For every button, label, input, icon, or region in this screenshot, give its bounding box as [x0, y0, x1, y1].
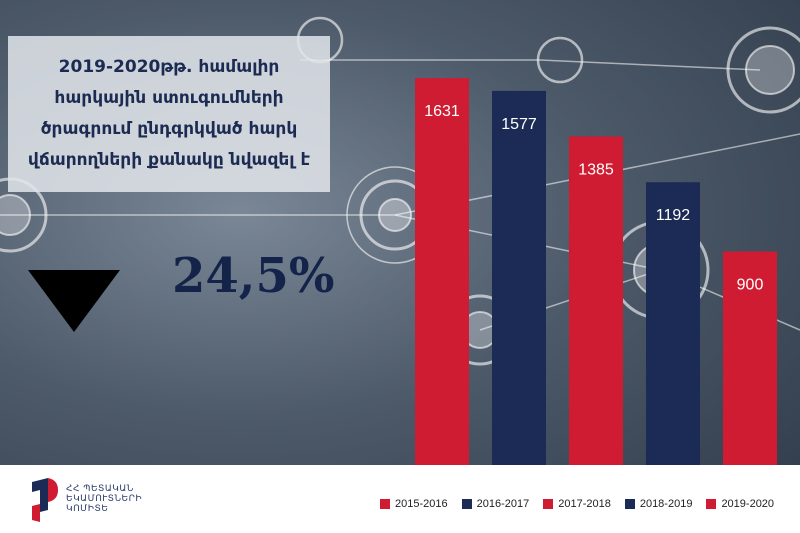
logo-text: ՀՀ ՊԵՏԱԿԱՆ ԵԿԱՄՈՒՏՆԵՐԻ ԿՈՄԻՏԵ [66, 484, 143, 514]
data-label: 1385 [578, 161, 614, 178]
legend-item: 2017-2018 [543, 498, 611, 510]
decrease-percentage: 24,5% [172, 248, 335, 304]
legend-swatch [380, 499, 390, 509]
chart-legend: 2015-2016 2016-2017 2017-2018 2018-2019 2019… [380, 498, 774, 510]
legend-label: 2015-2016 [395, 498, 448, 510]
legend-item: 2019-2020 [706, 498, 774, 510]
data-label: 1631 [424, 103, 460, 120]
bar-2019-2020 [723, 251, 777, 465]
bar-2015-2016 [415, 78, 469, 466]
legend-swatch [543, 499, 554, 509]
legend-swatch [624, 499, 635, 509]
legend-item: 2018-2019 [624, 498, 693, 510]
legend-label: 2016-2017 [476, 498, 530, 510]
data-label: 1577 [501, 116, 537, 133]
src-logo-icon [32, 478, 58, 522]
legend-label: 2018-2019 [639, 498, 693, 510]
legend-swatch [706, 499, 717, 509]
bar-2016-2017 [492, 90, 546, 465]
legend-swatch [461, 499, 472, 509]
bar-2017-2018 [569, 136, 623, 466]
footer-bar [0, 465, 800, 533]
chart-title: 2019-2020թթ. համալիր հարկային ստուգումնե… [27, 57, 311, 170]
legend-item: 2016-2017 [461, 498, 530, 510]
legend-item: 2015-2016 [380, 498, 448, 510]
legend-label: 2019-2020 [721, 498, 775, 510]
legend-label: 2017-2018 [558, 498, 611, 510]
data-label: 900 [737, 277, 764, 294]
title-panel: 2019-2020թթ. համալիր հարկային ստուգումնե… [8, 36, 330, 192]
bar-2018-2019 [646, 182, 700, 465]
down-arrow-icon [28, 270, 120, 332]
data-label: 1192 [656, 207, 691, 224]
